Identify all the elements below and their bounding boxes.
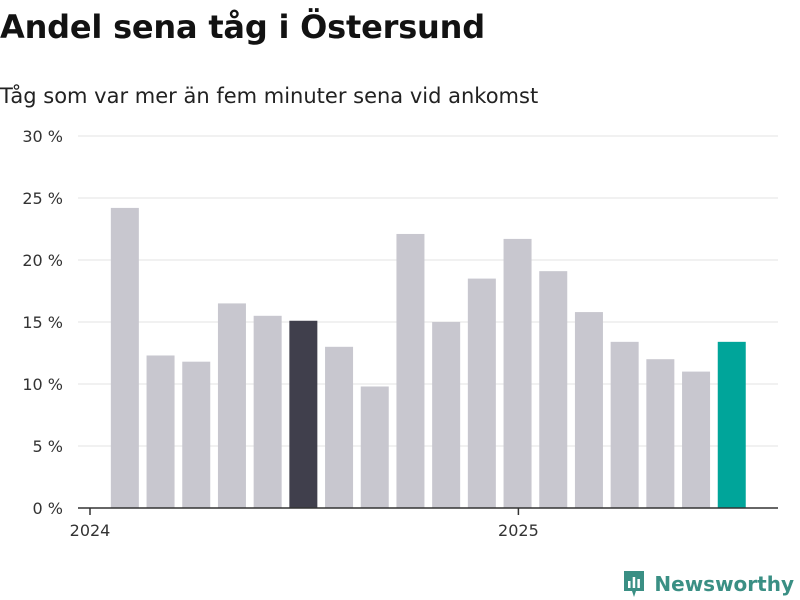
bar-2025-04 [646,359,675,508]
axes: 0 % 5 % 10 % 15 % 20 % 25 % 30 % 2024 2025 [22,127,778,540]
y-tick-label: 10 % [22,375,63,394]
chart-subtitle: Tåg som var mer än fem minuter sena vid … [0,84,539,108]
bar-2024-03 [182,361,211,508]
bar-2025-01 [539,271,568,508]
bar-2024-02 [146,355,175,508]
bar-2024-01 [110,207,139,509]
bar-2025-03 [610,341,639,508]
bar-2025-06 [717,341,746,508]
bar-2024-12 [503,238,532,509]
bar-2024-09 [396,233,425,508]
bar-2024-10 [432,322,461,508]
bar-2024-07 [325,346,354,508]
x-tick-label: 2025 [498,521,539,540]
y-tick-label: 25 % [22,189,63,208]
bar-2024-08 [360,386,389,508]
y-tick-label: 5 % [33,437,63,456]
bar-2024-06 [289,320,318,508]
y-tick-label: 15 % [22,313,63,332]
bar-2025-05 [682,371,711,508]
brand-logo: Newsworthy [622,569,794,599]
bars [110,207,746,509]
y-tick-label: 30 % [22,127,63,146]
newsworthy-logo-icon [624,571,645,597]
bar-2024-04 [217,303,246,508]
y-tick-label: 20 % [22,251,63,270]
bar-2024-05 [253,315,282,508]
bar-2025-02 [574,312,603,508]
bar-2024-11 [467,278,496,508]
brand-name: Newsworthy [654,572,794,596]
chart-title: Andel sena tåg i Östersund [0,8,485,46]
y-tick-label: 0 % [33,499,63,518]
x-tick-label: 2024 [70,521,111,540]
